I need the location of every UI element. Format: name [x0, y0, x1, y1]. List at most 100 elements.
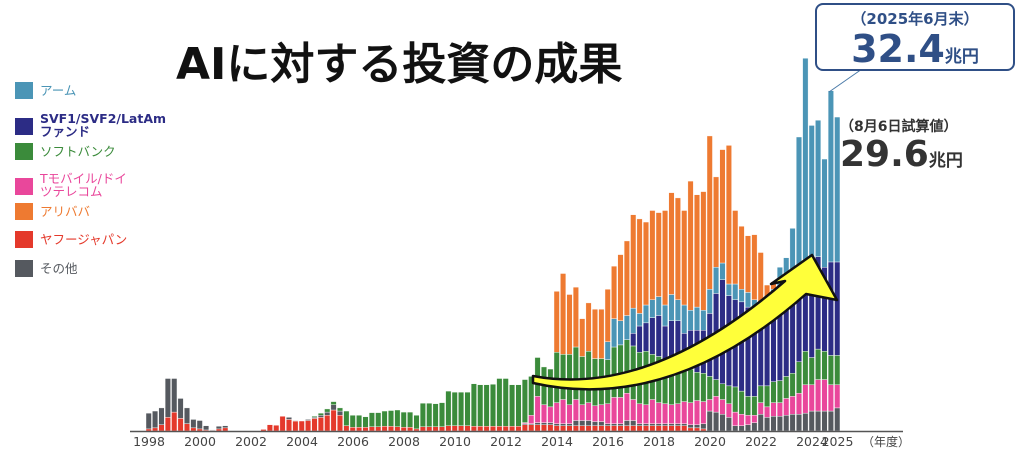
bar-segment-other [560, 423, 567, 426]
bar-segment-other [630, 420, 637, 426]
legend-label: ソフトバンク [40, 144, 116, 159]
bar-segment-arm [687, 310, 694, 331]
bar-segment-svf [662, 325, 669, 360]
bar-segment-arm [681, 304, 688, 334]
bar-segment-yahoo [547, 424, 554, 432]
bar-segment-arm [834, 116, 841, 263]
bar-segment-yahoo [368, 426, 375, 432]
bar-segment-alibaba [649, 210, 656, 300]
bar-segment-softbank [470, 383, 477, 427]
bar-segment-svf [783, 303, 790, 377]
bar-segment-other [222, 425, 229, 429]
bar-segment-softbank [317, 412, 324, 416]
bar-segment-other [617, 423, 624, 426]
bar-segment-other [164, 378, 171, 418]
bar-segment-yahoo [298, 420, 305, 432]
bar-segment-yahoo [534, 424, 541, 432]
bar-segment-tmobile [541, 404, 547, 423]
bar-segment-yahoo [317, 417, 324, 432]
bar-segment-softbank [821, 351, 828, 380]
bar-segment-alibaba [636, 218, 643, 314]
bar-segment-alibaba [745, 235, 751, 293]
bar-segment-other [719, 414, 726, 432]
bar-segment-other [611, 423, 618, 426]
bar-segment-softbank [776, 380, 783, 403]
bar-segment-softbank [343, 410, 350, 426]
bar-segment-yahoo [311, 418, 318, 432]
x-axis-label: （年度） [862, 434, 910, 449]
bar-segment-softbank [458, 391, 465, 426]
bar-segment-arm [827, 90, 834, 263]
bar-segment-softbank [330, 401, 337, 405]
bar-segment-softbank [611, 346, 618, 398]
bar-segment-softbank [356, 415, 363, 428]
bar-segment-softbank [407, 411, 414, 428]
bar-segment-other [751, 422, 758, 432]
bar-segment-other [541, 422, 547, 425]
bar-segment-alibaba [738, 226, 745, 290]
bar-segment-alibaba [579, 318, 586, 357]
bar-segment-yahoo [579, 425, 586, 432]
bar-segment-tmobile [681, 401, 688, 424]
legend-item-other: その他 [15, 260, 160, 288]
bar-segment-yahoo [171, 411, 178, 432]
bar-segment-alibaba [592, 309, 598, 359]
bar-segment-softbank [432, 403, 439, 428]
bar-segment-tmobile [649, 399, 656, 424]
bar-segment-yahoo [617, 425, 624, 432]
callout-leader-line [828, 68, 863, 93]
bar-segment-other [764, 417, 771, 432]
bar-segment-tmobile [808, 384, 815, 412]
bar-segment-softbank [745, 396, 751, 416]
bar-segment-softbank [585, 351, 592, 403]
bar-segment-softbank [732, 386, 739, 413]
bar-segment-yahoo [177, 418, 184, 432]
bar-segment-alibaba [585, 302, 592, 352]
bar-segment-yahoo [528, 424, 535, 432]
legend-swatch-alibaba [15, 203, 33, 220]
bar-segment-other [636, 423, 643, 426]
bar-segment-tmobile [598, 404, 605, 422]
bar-segment-other [821, 410, 828, 432]
x-tick-label: 2020 [694, 434, 726, 449]
bar-segment-softbank [483, 384, 490, 427]
bar-segment-other [802, 412, 809, 432]
x-tick-label: 2024 [796, 434, 828, 449]
x-tick-label: 2014 [541, 434, 573, 449]
bar-segment-yahoo [662, 425, 669, 432]
bar-segment-arm [821, 158, 828, 268]
bar-segment-yahoo [668, 425, 675, 432]
bar-segment-softbank [368, 412, 375, 428]
bar-segment-softbank [502, 378, 509, 427]
legend-item-tmobile: Tモバイル/ドイツテレコム [15, 172, 160, 203]
bar-segment-alibaba [694, 194, 700, 308]
bar-segment-softbank [464, 391, 471, 426]
bar-segment-yahoo [541, 424, 547, 432]
bar-segment-tmobile [572, 399, 579, 421]
bar-segment-tmobile [534, 396, 541, 423]
bar-segment-alibaba [719, 149, 726, 264]
bar-segment-softbank [349, 415, 356, 428]
bar-segment-softbank [426, 402, 433, 428]
bar-segment-tmobile [719, 399, 726, 415]
bar-segment-svf [643, 322, 649, 352]
bar-segment-arm [649, 299, 656, 318]
bar-segment-other [770, 416, 777, 432]
legend-label: ヤフージャパン [40, 232, 128, 247]
bar-segment-other [324, 411, 331, 416]
bar-segment-other [623, 420, 630, 426]
bar-segment-softbank [738, 390, 745, 415]
bar-segment-yahoo [700, 428, 707, 432]
bar-segment-alibaba [681, 210, 688, 306]
bar-segment-softbank [706, 376, 713, 400]
bar-segment-other [668, 423, 675, 426]
bar-segment-yahoo [286, 419, 292, 432]
bar-segment-softbank [770, 381, 777, 403]
bar-segment-yahoo [266, 424, 273, 432]
bar-segment-softbank [515, 384, 522, 427]
bar-segment-tmobile [674, 403, 681, 424]
bar-segment-svf [636, 325, 643, 353]
bar-segment-tmobile [636, 403, 643, 424]
bar-segment-arm [796, 136, 802, 271]
bar-segment-arm [636, 313, 643, 327]
